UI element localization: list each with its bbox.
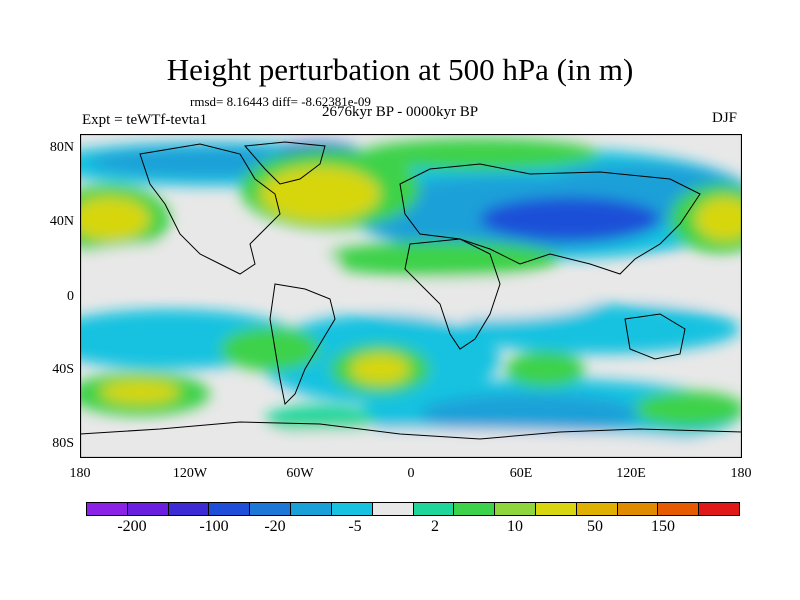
colorbar-swatch-0 — [87, 503, 128, 515]
colorbar — [86, 502, 740, 516]
colorbar-swatch-2 — [168, 503, 210, 515]
colorbar-swatch-14 — [658, 503, 700, 515]
south-america-outline — [269, 283, 336, 406]
colorbar-swatch-6 — [331, 503, 373, 515]
colorbar-label: -100 — [199, 518, 229, 535]
lon-label-180e: 180 — [730, 466, 752, 481]
greenland-outline — [243, 141, 326, 185]
colorbar-label: 150 — [651, 518, 675, 535]
colorbar-label: -20 — [264, 518, 286, 535]
australia-outline — [624, 313, 686, 360]
colorbar-swatch-8 — [413, 503, 455, 515]
north-america-outline — [139, 143, 281, 275]
lat-label-40n: 40N — [49, 214, 74, 229]
colorbar-swatch-11 — [535, 503, 577, 515]
lon-label-180w: 180 — [69, 466, 91, 481]
colorbar-swatch-1 — [127, 503, 169, 515]
plot-title: Height perturbation at 500 hPa (in m) — [166, 52, 634, 87]
stats-line: rmsd= 8.16443 diff= -8.62381e-09 — [190, 94, 371, 109]
lat-label-80n: 80N — [49, 140, 74, 155]
lon-label-60w: 60W — [286, 466, 314, 481]
colorbar-swatch-9 — [454, 503, 496, 515]
colorbar-label: 2 — [431, 518, 439, 535]
colorbar-swatch-13 — [617, 503, 659, 515]
colorbar-swatch-7 — [372, 503, 414, 515]
lon-label-60e: 60E — [509, 466, 533, 481]
coastlines — [80, 141, 742, 440]
experiment-label: Expt = teWTf-tevta1 — [82, 112, 208, 128]
lon-label-0: 0 — [407, 466, 415, 481]
season-label: DJF — [712, 110, 738, 126]
colorbar-swatch-4 — [250, 503, 292, 515]
lon-label-120e: 120E — [616, 466, 646, 481]
colorbar-label: -5 — [348, 518, 362, 535]
colorbar-swatch-15 — [699, 503, 739, 515]
africa-outline — [404, 238, 501, 350]
lat-label-80s: 80S — [52, 436, 74, 451]
colorbar-label: 10 — [507, 518, 523, 535]
colorbar-label: 50 — [587, 518, 603, 535]
period-label: 2676kyr BP - 0000kyr BP — [322, 104, 479, 120]
lat-label-40s: 40S — [52, 362, 74, 377]
colorbar-label: -200 — [117, 518, 147, 535]
colorbar-swatch-5 — [291, 503, 332, 515]
colorbar-swatch-10 — [495, 503, 536, 515]
lat-label-0: 0 — [67, 289, 74, 304]
lon-label-120w: 120W — [172, 466, 208, 481]
map-panel — [80, 134, 742, 458]
height-field — [80, 138, 742, 458]
colorbar-swatch-12 — [576, 503, 618, 515]
colorbar-swatch-3 — [209, 503, 251, 515]
antarctica-outline — [80, 421, 742, 440]
